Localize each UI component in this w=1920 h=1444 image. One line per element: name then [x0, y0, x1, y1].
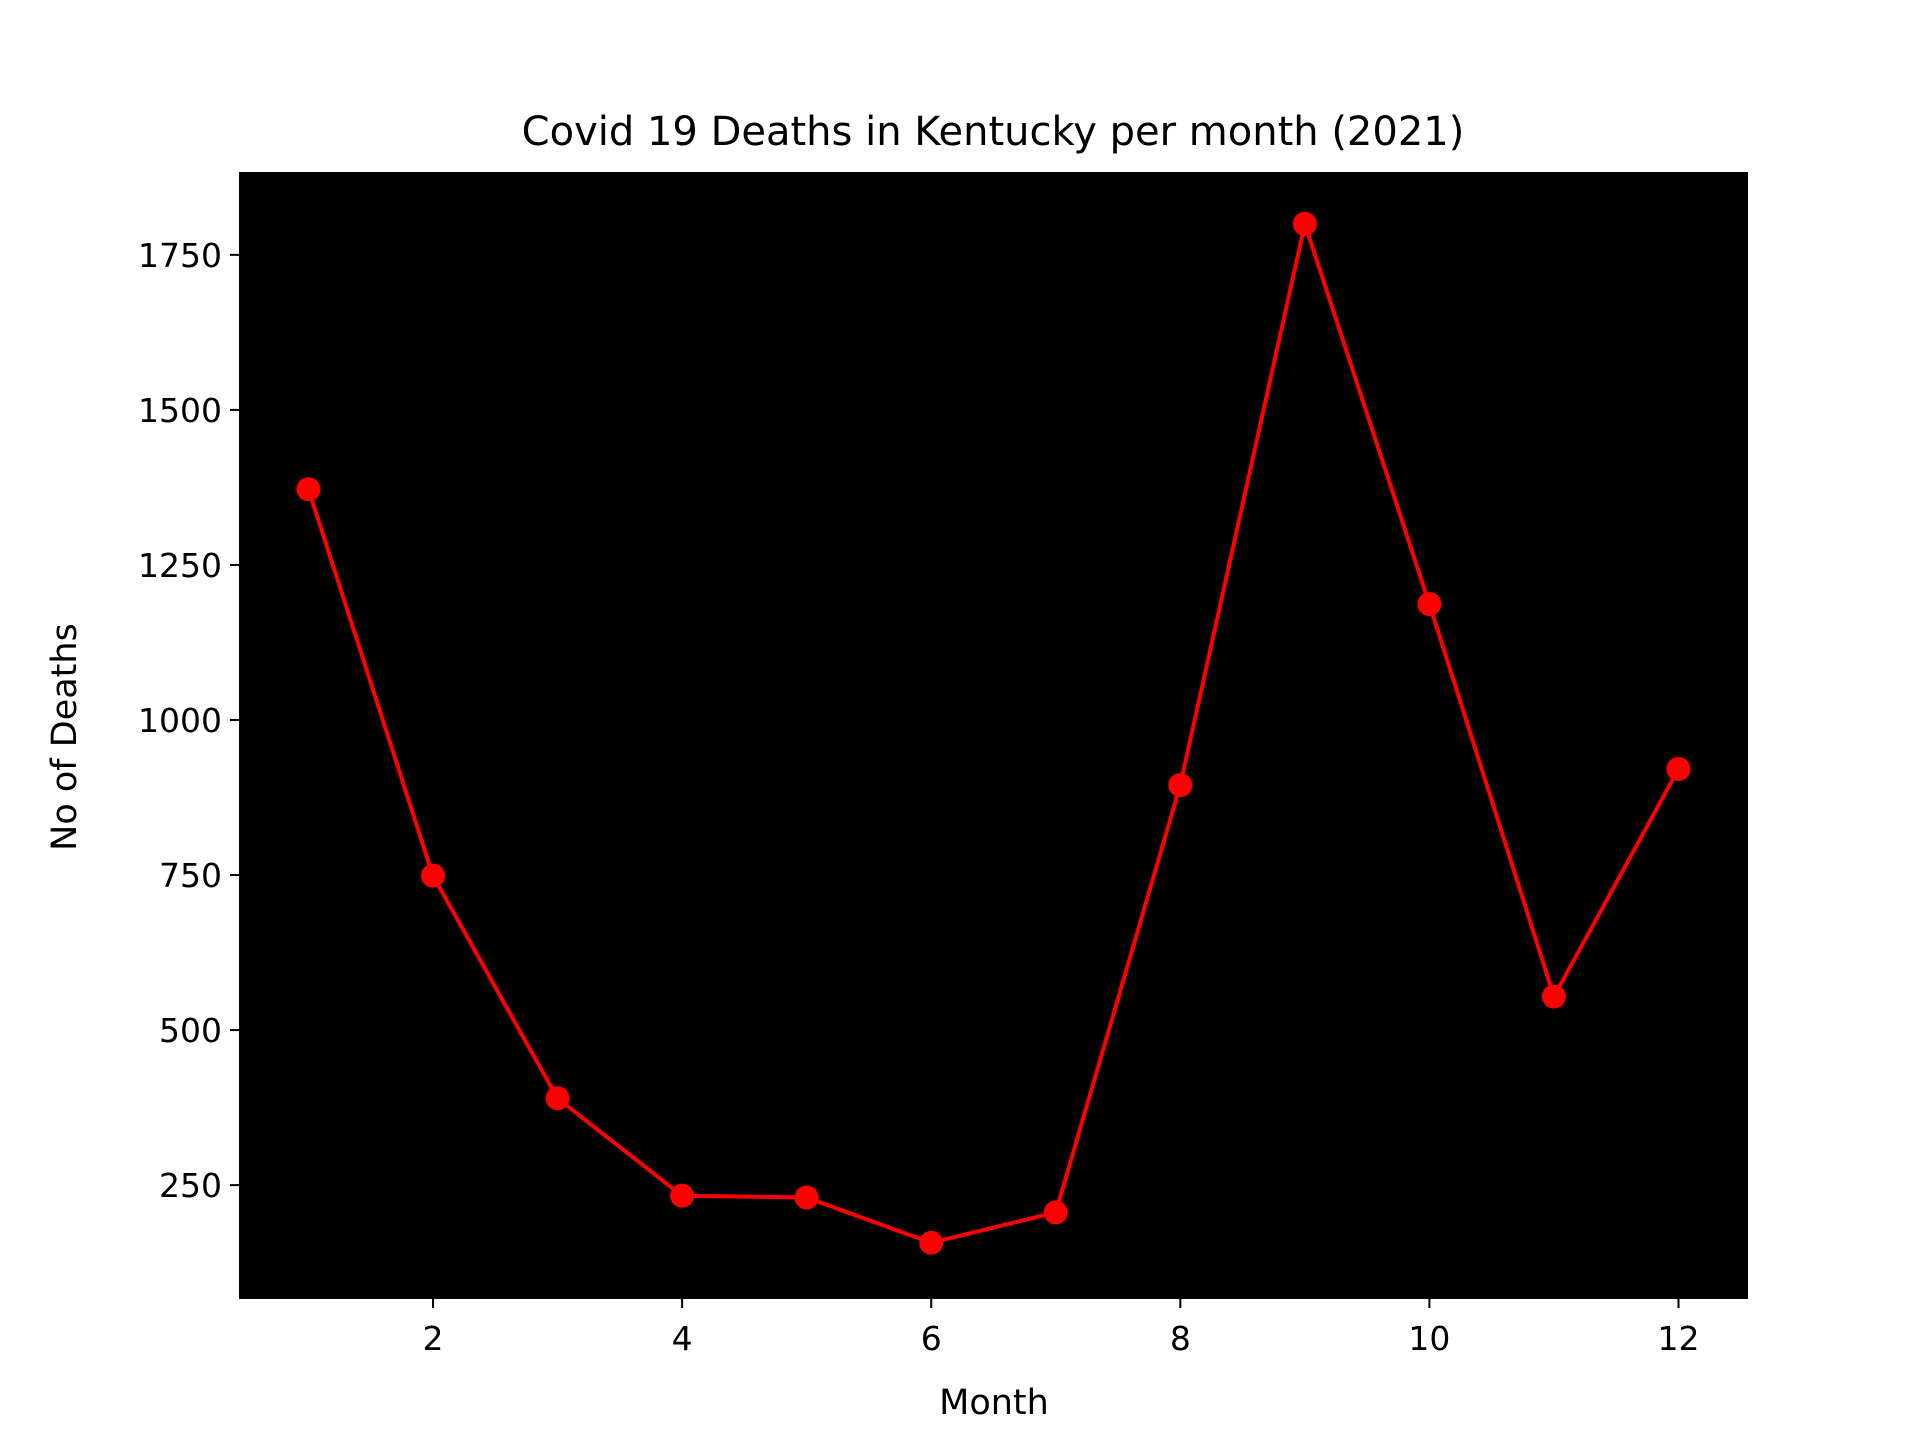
series-line — [306, 221, 1681, 1245]
data-point — [1292, 211, 1317, 236]
plot-area — [240, 173, 1747, 1298]
data-point — [421, 863, 446, 888]
y-tick-label: 1750 — [138, 236, 222, 275]
data-point — [545, 1086, 570, 1111]
data-point — [670, 1183, 695, 1208]
y-axis-ticks: 250 500 750 1000 1250 1500 1750 — [138, 236, 240, 1205]
x-tick-label: 2 — [423, 1319, 444, 1358]
data-point — [296, 477, 321, 502]
data-point — [1417, 592, 1442, 617]
y-tick-label: 1250 — [138, 546, 222, 585]
series-layer — [296, 211, 1691, 1255]
x-axis-label: Month — [939, 1383, 1049, 1423]
y-tick-label: 250 — [159, 1166, 222, 1205]
y-tick-label: 1500 — [138, 391, 222, 430]
x-axis-ticks: 2 4 6 8 10 12 — [423, 1298, 1700, 1358]
data-point — [1043, 1200, 1068, 1225]
x-tick-label: 6 — [921, 1319, 942, 1358]
y-axis-label: No of Deaths — [45, 623, 85, 851]
data-point — [1666, 756, 1691, 781]
x-tick-label: 10 — [1408, 1319, 1450, 1358]
data-point — [1168, 773, 1193, 798]
x-tick-label: 12 — [1658, 1319, 1700, 1358]
x-tick-label: 8 — [1170, 1319, 1191, 1358]
y-tick-label: 1000 — [138, 701, 222, 740]
y-tick-label: 500 — [159, 1011, 222, 1050]
chart-title: Covid 19 Deaths in Kentucky per month (2… — [522, 109, 1465, 155]
y-tick-label: 750 — [159, 856, 222, 895]
plot-frame — [239, 172, 1748, 1299]
data-point — [1541, 984, 1566, 1009]
data-point — [794, 1185, 819, 1210]
x-tick-label: 4 — [672, 1319, 693, 1358]
data-point — [919, 1230, 944, 1255]
